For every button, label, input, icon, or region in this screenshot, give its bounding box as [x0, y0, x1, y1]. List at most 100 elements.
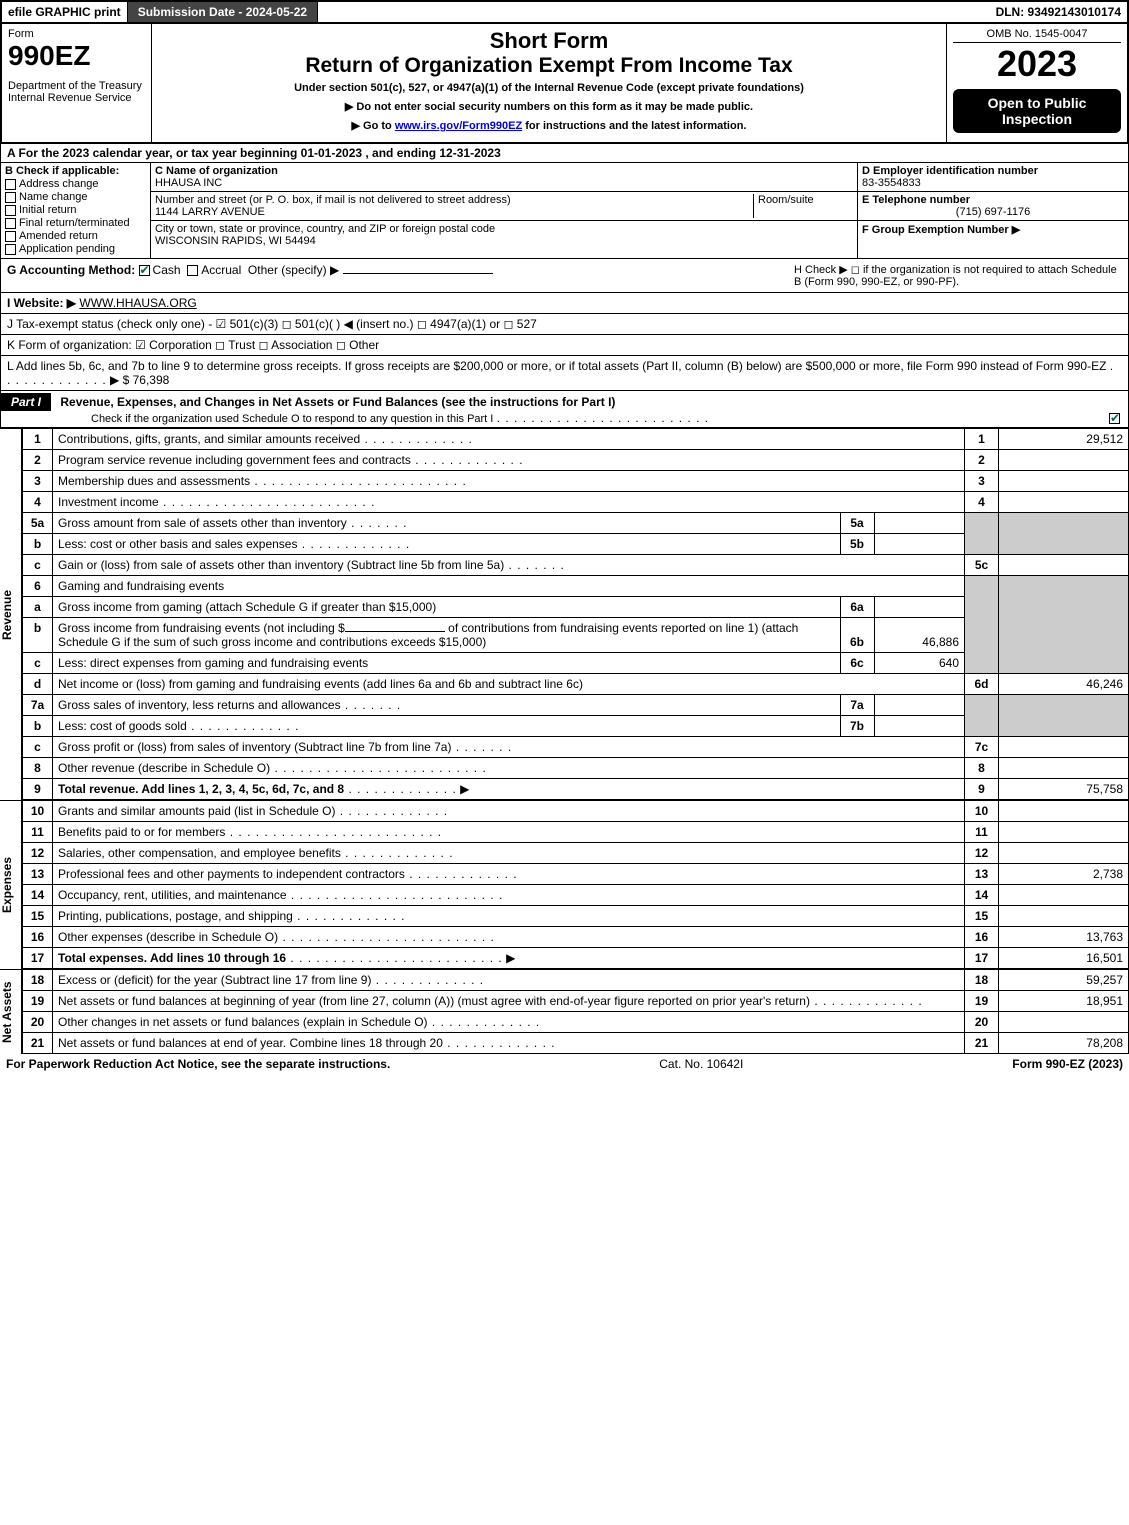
- section-gh: G Accounting Method: Cash Accrual Other …: [0, 259, 1129, 293]
- val-4: [999, 492, 1129, 513]
- box-b: B Check if applicable: Address change Na…: [1, 163, 151, 258]
- line-h: H Check ▶ ◻ if the organization is not r…: [788, 259, 1128, 292]
- form-header: Form 990EZ Department of the Treasury In…: [0, 24, 1129, 144]
- val-6c: 640: [874, 653, 964, 673]
- line-7b: Less: cost of goods sold: [53, 716, 840, 736]
- cb-final-return[interactable]: Final return/terminated: [5, 217, 146, 229]
- line-1: Contributions, gifts, grants, and simila…: [53, 429, 965, 450]
- line-7c: Gross profit or (loss) from sales of inv…: [53, 737, 965, 758]
- cb-schedule-o[interactable]: [1109, 413, 1120, 424]
- val-10: [999, 801, 1129, 822]
- line-5c: Gain or (loss) from sale of assets other…: [53, 555, 965, 576]
- val-17: 16,501: [999, 948, 1129, 969]
- expenses-side-label: Expenses: [0, 800, 22, 969]
- line-5a: Gross amount from sale of assets other t…: [53, 513, 840, 533]
- net-assets-side-label: Net Assets: [0, 969, 22, 1054]
- line-20: Other changes in net assets or fund bala…: [53, 1012, 965, 1033]
- note-ssn: ▶ Do not enter social security numbers o…: [158, 100, 940, 113]
- part-i-header: Part I Revenue, Expenses, and Changes in…: [0, 391, 1129, 428]
- val-6a: [874, 597, 964, 617]
- cb-accrual[interactable]: [187, 265, 198, 276]
- tax-year: 2023: [953, 43, 1121, 85]
- val-7a: [874, 695, 964, 715]
- line-3: Membership dues and assessments: [53, 471, 965, 492]
- cb-initial-return[interactable]: Initial return: [5, 204, 146, 216]
- val-16: 13,763: [999, 927, 1129, 948]
- val-6d: 46,246: [999, 674, 1129, 695]
- line-8: Other revenue (describe in Schedule O): [53, 758, 965, 779]
- line-18: Excess or (deficit) for the year (Subtra…: [53, 970, 965, 991]
- website-link[interactable]: WWW.HHAUSA.ORG: [79, 296, 196, 310]
- top-bar: efile GRAPHIC print Submission Date - 20…: [0, 0, 1129, 24]
- val-21: 78,208: [999, 1033, 1129, 1054]
- line-11: Benefits paid to or for members: [53, 822, 965, 843]
- val-5a: [874, 513, 964, 533]
- val-18: 59,257: [999, 970, 1129, 991]
- line-7a: Gross sales of inventory, less returns a…: [53, 695, 840, 715]
- line-14: Occupancy, rent, utilities, and maintena…: [53, 885, 965, 906]
- cb-cash[interactable]: [139, 265, 150, 276]
- submission-date: Submission Date - 2024-05-22: [128, 2, 318, 22]
- main-title: Return of Organization Exempt From Incom…: [158, 54, 940, 78]
- box-d: D Employer identification number83-35548…: [858, 163, 1128, 258]
- irs-link[interactable]: www.irs.gov/Form990EZ: [395, 120, 522, 132]
- efile-label: efile GRAPHIC print: [2, 2, 128, 22]
- cb-address-change[interactable]: Address change: [5, 178, 146, 190]
- val-14: [999, 885, 1129, 906]
- cb-amended-return[interactable]: Amended return: [5, 230, 146, 242]
- val-6b: 46,886: [874, 618, 964, 652]
- cb-application-pending[interactable]: Application pending: [5, 243, 146, 255]
- box-c: C Name of organizationHHAUSA INC Number …: [151, 163, 858, 258]
- line-6a: Gross income from gaming (attach Schedul…: [53, 597, 840, 617]
- line-k: K Form of organization: ☑ Corporation ◻ …: [0, 335, 1129, 356]
- val-2: [999, 450, 1129, 471]
- short-form-title: Short Form: [158, 28, 940, 54]
- omb-number: OMB No. 1545-0047: [953, 28, 1121, 43]
- cb-name-change[interactable]: Name change: [5, 191, 146, 203]
- open-inspection: Open to Public Inspection: [953, 89, 1121, 133]
- line-13: Professional fees and other payments to …: [53, 864, 965, 885]
- line-6: Gaming and fundraising events: [53, 576, 965, 597]
- line-6c: Less: direct expenses from gaming and fu…: [53, 653, 840, 673]
- line-6d: Net income or (loss) from gaming and fun…: [53, 674, 965, 695]
- form-number: 990EZ: [8, 40, 145, 72]
- dept-label: Department of the Treasury Internal Reve…: [8, 80, 145, 104]
- val-1: 29,512: [999, 429, 1129, 450]
- val-11: [999, 822, 1129, 843]
- section-bcd: B Check if applicable: Address change Na…: [0, 163, 1129, 259]
- val-3: [999, 471, 1129, 492]
- val-7b: [874, 716, 964, 736]
- org-name: HHAUSA INC: [155, 177, 222, 189]
- line-10: Grants and similar amounts paid (list in…: [53, 801, 965, 822]
- line-15: Printing, publications, postage, and shi…: [53, 906, 965, 927]
- val-9: 75,758: [999, 779, 1129, 800]
- line-21: Net assets or fund balances at end of ye…: [53, 1033, 965, 1054]
- line-17: Total expenses. Add lines 10 through 16 …: [53, 948, 965, 969]
- expenses-section: Expenses 10Grants and similar amounts pa…: [0, 800, 1129, 969]
- net-assets-section: Net Assets 18Excess or (deficit) for the…: [0, 969, 1129, 1054]
- dln: DLN: 93492143010174: [990, 2, 1127, 22]
- line-12: Salaries, other compensation, and employ…: [53, 843, 965, 864]
- org-city: WISCONSIN RAPIDS, WI 54494: [155, 235, 316, 247]
- footer-left: For Paperwork Reduction Act Notice, see …: [6, 1057, 390, 1071]
- line-2: Program service revenue including govern…: [53, 450, 965, 471]
- line-j: J Tax-exempt status (check only one) - ☑…: [0, 314, 1129, 335]
- telephone: (715) 697-1176: [862, 206, 1124, 218]
- val-15: [999, 906, 1129, 927]
- line-9: Total revenue. Add lines 1, 2, 3, 4, 5c,…: [53, 779, 965, 800]
- footer-form: Form 990-EZ (2023): [1012, 1057, 1123, 1071]
- val-20: [999, 1012, 1129, 1033]
- gross-receipts: ▶ $ 76,398: [110, 373, 169, 387]
- val-5b: [874, 534, 964, 554]
- revenue-section: Revenue 1Contributions, gifts, grants, a…: [0, 428, 1129, 800]
- form-label: Form: [8, 28, 145, 40]
- val-13: 2,738: [999, 864, 1129, 885]
- line-4: Investment income: [53, 492, 965, 513]
- val-8: [999, 758, 1129, 779]
- line-6b: Gross income from fundraising events (no…: [53, 618, 840, 652]
- note-link: ▶ Go to www.irs.gov/Form990EZ for instru…: [158, 119, 940, 132]
- page-footer: For Paperwork Reduction Act Notice, see …: [0, 1054, 1129, 1074]
- footer-catalog: Cat. No. 10642I: [390, 1057, 1012, 1071]
- org-address: 1144 LARRY AVENUE: [155, 206, 265, 218]
- line-i: I Website: ▶ WWW.HHAUSA.ORG: [0, 293, 1129, 314]
